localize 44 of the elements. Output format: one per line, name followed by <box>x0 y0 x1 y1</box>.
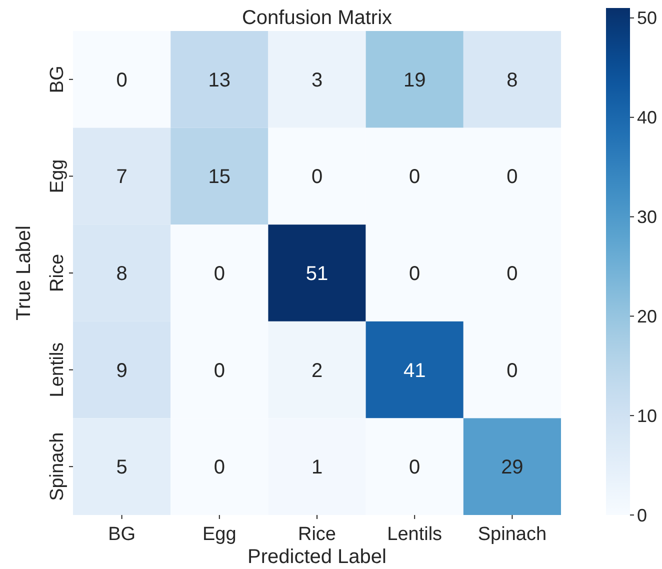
data-label: 0 <box>214 456 225 479</box>
color-bar-label: 30 <box>637 207 658 228</box>
data-label: 5 <box>116 456 128 479</box>
x-axis-title: Predicted Label <box>248 546 386 568</box>
y-tick-label: Lentils <box>47 342 68 398</box>
chart-title: Confusion Matrix <box>242 7 392 29</box>
data-label: 41 <box>403 360 426 382</box>
data-label: 13 <box>208 69 231 92</box>
data-label: 0 <box>506 360 518 382</box>
x-tick-label: Rice <box>298 524 336 545</box>
data-label: 0 <box>214 360 225 382</box>
data-label: 29 <box>501 456 524 479</box>
data-label: 19 <box>403 69 426 92</box>
y-tick-label: Spinach <box>47 432 68 501</box>
x-tick-label: Egg <box>202 524 236 545</box>
y-tick-label: Egg <box>47 159 68 194</box>
x-tick-label: Lentils <box>387 524 442 545</box>
x-tick-label: BG <box>108 524 136 545</box>
y-axis-title: True Label <box>13 226 35 320</box>
color-bar-label: 40 <box>637 108 658 128</box>
y-tick-label: Rice <box>47 254 68 292</box>
x-tick-label: Spinach <box>478 524 547 545</box>
data-label: 0 <box>409 166 420 188</box>
data-label: 0 <box>506 263 518 285</box>
data-label: 0 <box>116 69 128 92</box>
data-label: 8 <box>116 263 128 285</box>
color-bar-label: 0 <box>637 505 648 526</box>
color-bar-label: 50 <box>637 8 658 28</box>
data-label: 1 <box>311 456 323 479</box>
data-label: 3 <box>311 69 323 92</box>
data-label: 2 <box>311 360 323 382</box>
data-label: 51 <box>306 263 328 285</box>
data-label: 7 <box>116 166 128 188</box>
y-tick-label: BG <box>47 66 68 94</box>
data-label: 0 <box>506 166 518 188</box>
data-label: 0 <box>214 263 225 285</box>
color-bar-label: 20 <box>637 306 658 326</box>
data-label: 0 <box>409 456 420 479</box>
data-label: 8 <box>506 69 518 92</box>
data-label: 0 <box>409 263 420 285</box>
data-label: 0 <box>311 166 323 188</box>
data-label: 9 <box>116 360 128 382</box>
data-label: 15 <box>208 166 231 188</box>
color-bar-label: 10 <box>637 406 658 426</box>
